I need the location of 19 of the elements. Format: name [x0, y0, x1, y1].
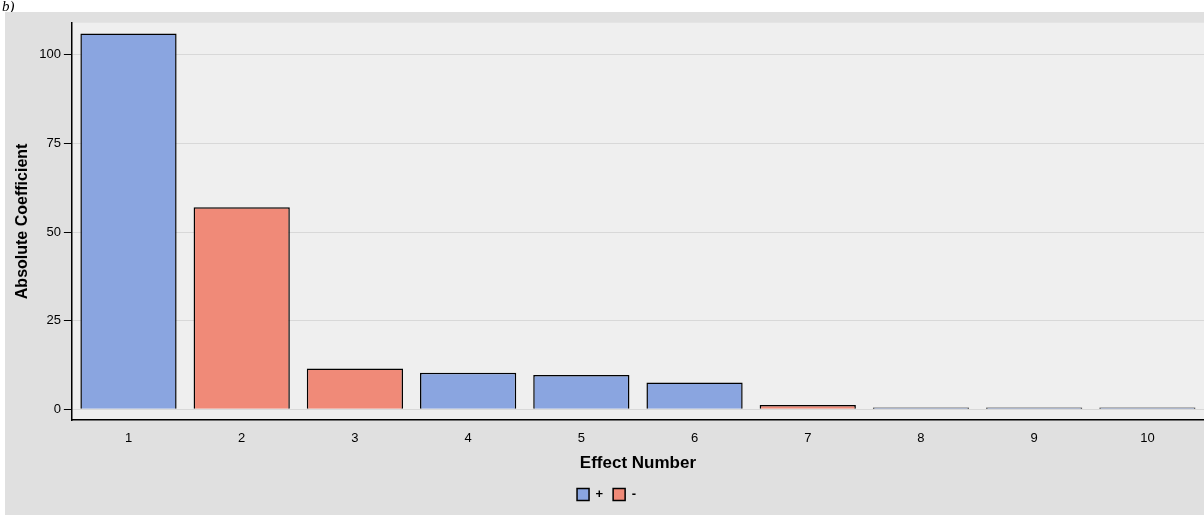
x-tick-label: 8 [917, 430, 925, 446]
legend-label: + [595, 486, 604, 502]
y-tick-label: 75 [46, 134, 61, 150]
y-axis-title: Absolute Coefficient [13, 142, 31, 300]
y-tick-label: 0 [53, 400, 61, 416]
x-tick-label: 3 [351, 430, 359, 446]
x-tick-label: 7 [804, 430, 812, 446]
y-tick-label: 100 [39, 46, 61, 62]
x-tick-label: 1 [124, 430, 133, 446]
x-tick-label: 10 [1140, 430, 1155, 446]
x-tick-label: 5 [577, 430, 585, 446]
x-axis-title: Effect Number [579, 453, 697, 473]
y-tick-label: 25 [46, 312, 61, 328]
x-tick-label: 9 [1030, 430, 1038, 446]
legend-label: - [631, 486, 636, 502]
x-tick-label: 4 [464, 430, 472, 446]
x-tick-label: 2 [238, 430, 246, 446]
y-tick-label: 50 [46, 223, 61, 239]
x-tick-label: 6 [690, 430, 699, 446]
